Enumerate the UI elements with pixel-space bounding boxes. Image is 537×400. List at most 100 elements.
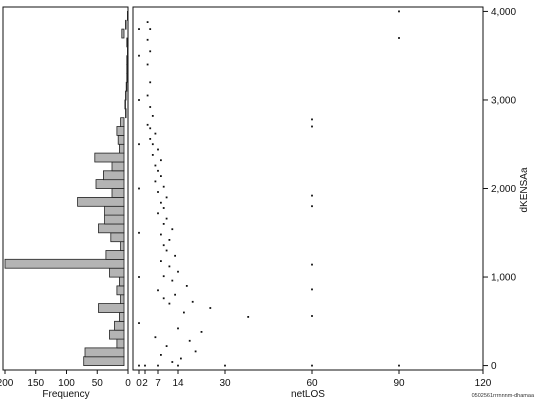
scatter-point bbox=[151, 115, 154, 117]
scatter-point bbox=[162, 223, 165, 225]
scatter-point bbox=[311, 205, 313, 208]
footnote-id: 0502561rrrnnnm-dhamaa bbox=[472, 393, 535, 399]
scatter-point bbox=[224, 364, 226, 367]
scatter-x-tick-label: 2 bbox=[142, 378, 148, 389]
scatter-point bbox=[154, 164, 157, 167]
scatter-point bbox=[149, 127, 152, 130]
histogram-bar bbox=[127, 46, 129, 57]
histogram-bar bbox=[103, 170, 125, 181]
scatter-point bbox=[162, 244, 165, 247]
scatter-point bbox=[311, 118, 313, 121]
histogram-bar bbox=[125, 108, 127, 119]
scatter-point bbox=[171, 279, 174, 282]
histogram-bar bbox=[121, 28, 125, 39]
scatter-point bbox=[160, 260, 162, 262]
scatter-point bbox=[157, 212, 159, 215]
histogram-panel: 200 150 100 50 0 Frequency bbox=[0, 6, 131, 400]
scatter-points bbox=[138, 10, 400, 367]
histogram-bar bbox=[84, 347, 125, 358]
scatter-point bbox=[160, 201, 162, 204]
histogram-bar bbox=[98, 303, 125, 313]
histogram-bar bbox=[127, 10, 129, 21]
scatter-point bbox=[209, 307, 212, 309]
scatter-x-tick-label: 120 bbox=[475, 378, 492, 389]
histogram-bar bbox=[119, 312, 125, 322]
scatter-y-ticks: 0 1,000 2,000 3,000 4,000 bbox=[483, 7, 516, 372]
scatter-point bbox=[171, 361, 174, 363]
histogram-bar bbox=[116, 126, 125, 136]
scatter-point bbox=[146, 123, 149, 126]
histogram-x-tick-label: 50 bbox=[92, 378, 104, 389]
scatter-point bbox=[160, 159, 162, 162]
scatter-point bbox=[188, 339, 191, 342]
histogram-bar bbox=[119, 143, 125, 154]
histogram-bar bbox=[125, 90, 127, 101]
histogram-bar bbox=[117, 134, 125, 145]
histogram-frame bbox=[2, 6, 129, 371]
scatter-point bbox=[311, 194, 313, 197]
scatter-point bbox=[138, 364, 140, 367]
scatter-point bbox=[168, 239, 171, 241]
histogram-bar bbox=[126, 55, 128, 66]
histogram-bar bbox=[83, 356, 125, 367]
histogram-bar bbox=[116, 285, 125, 296]
scatter-point bbox=[311, 288, 313, 291]
scatter-y-axis-title: dKENSAa bbox=[519, 167, 530, 212]
scatter-point bbox=[165, 345, 168, 347]
scatter-point bbox=[160, 233, 162, 236]
scatter-x-tick-label: 0 bbox=[136, 378, 142, 389]
scatter-point bbox=[165, 249, 168, 252]
scatter-point bbox=[154, 336, 157, 339]
scatter-point bbox=[162, 275, 165, 278]
scatter-point bbox=[177, 270, 179, 273]
scatter-point bbox=[311, 364, 313, 367]
scatter-point bbox=[165, 196, 168, 199]
scatter-point bbox=[194, 350, 197, 353]
scatter-point bbox=[168, 265, 171, 268]
scatter-y-tick-label: 0 bbox=[491, 361, 497, 372]
scatter-point bbox=[149, 28, 152, 30]
histogram-bar bbox=[77, 196, 125, 207]
scatter-point bbox=[174, 293, 176, 296]
histogram-bar bbox=[110, 232, 125, 243]
scatter-point bbox=[174, 254, 176, 257]
scatter-frame bbox=[132, 6, 484, 371]
scatter-point bbox=[191, 300, 194, 303]
scatter-point bbox=[162, 297, 165, 300]
histogram-bar bbox=[109, 329, 125, 340]
scatter-point bbox=[168, 302, 171, 305]
scatter-x-tick-label: 14 bbox=[172, 378, 184, 389]
scatter-y-tick-label: 3,000 bbox=[491, 95, 516, 106]
histogram-bar bbox=[126, 73, 128, 83]
histogram-bar bbox=[98, 223, 125, 234]
histogram-bar bbox=[120, 294, 125, 305]
histogram-x-tick-label: 150 bbox=[27, 378, 44, 389]
scatter-point bbox=[151, 154, 154, 156]
scatter-y-tick-label: 1,000 bbox=[491, 273, 516, 284]
scatter-point bbox=[157, 169, 159, 172]
scatter-point bbox=[151, 143, 154, 146]
scatter-point bbox=[185, 285, 188, 287]
scatter-x-tick-label: 60 bbox=[306, 378, 318, 389]
scatter-x-tick-label: 30 bbox=[219, 378, 231, 389]
scatter-x-ticks: 0 2 7 14 30 60 90 120 bbox=[136, 370, 492, 389]
scatter-point bbox=[180, 357, 182, 360]
histogram-bar bbox=[111, 188, 125, 198]
scatter-point bbox=[247, 316, 250, 318]
scatter-point bbox=[398, 364, 400, 367]
scatter-point bbox=[144, 364, 146, 367]
histogram-x-tick-label: 100 bbox=[58, 378, 75, 389]
histogram-bar bbox=[125, 81, 128, 92]
scatter-point bbox=[146, 94, 149, 97]
scatter-point bbox=[149, 50, 152, 53]
scatter-point bbox=[398, 37, 400, 39]
scatter-y-tick-label: 4,000 bbox=[491, 7, 516, 18]
scatter-point bbox=[165, 217, 168, 220]
scatter-point bbox=[177, 364, 179, 367]
histogram-bar bbox=[105, 250, 125, 260]
histogram-x-axis-title: Frequency bbox=[42, 389, 89, 400]
scatter-point bbox=[162, 185, 165, 188]
scatter-point bbox=[138, 322, 140, 324]
